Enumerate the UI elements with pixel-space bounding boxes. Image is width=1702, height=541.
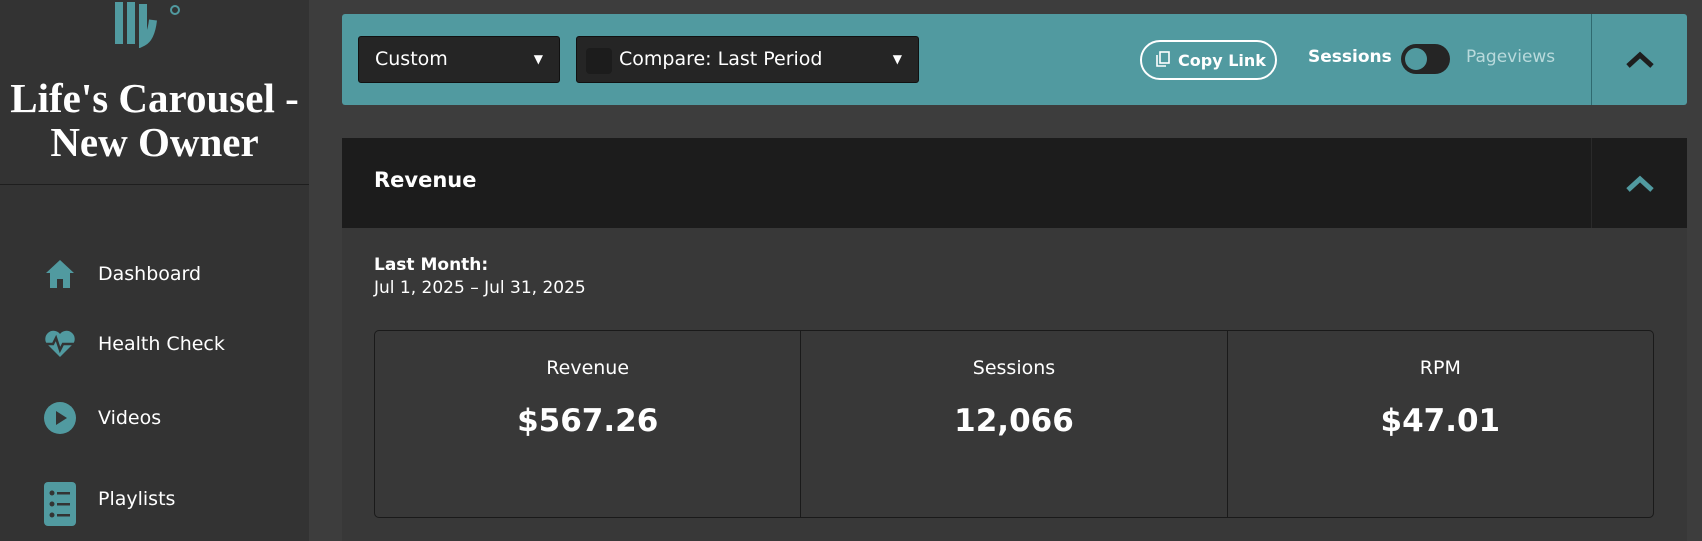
period-dates: Jul 1, 2025 – Jul 31, 2025 [374,278,586,298]
toggle[interactable] [1401,44,1450,74]
metric-value: $47.01 [1380,403,1501,439]
nav-item[interactable]: Playlists [0,474,309,526]
logo[interactable] [115,0,185,48]
section-header: Revenue [342,138,1687,228]
dropdown-label: Custom [375,48,448,70]
metric: Sessions 12,066 [801,331,1228,517]
dropdown-label: Compare: Last Period [619,48,823,70]
icon [44,330,76,357]
icon [46,260,74,288]
nav-label: Health Check [98,333,225,355]
button-label: Copy Link [1178,51,1266,70]
divider [0,184,309,185]
toggle-label: Sessions [1308,47,1392,67]
collapse-button[interactable] [1625,51,1655,69]
period-label: Last Month: [374,255,489,275]
icon [44,482,76,526]
section-body: Last Month: Jul 1, 2025 – Jul 31, 2025 R… [342,228,1687,541]
nav-label: Videos [98,407,162,429]
icon [44,402,76,434]
date-range-dropdown[interactable]: Custom ▼ [358,36,560,83]
toggle-label: Pageviews [1466,47,1556,67]
toggle-knob [1405,48,1427,70]
nav-label: Dashboard [98,263,202,285]
toolbar: Custom ▼ Compare: Last Period ▼ Copy Link … [342,14,1687,105]
metric-label: Sessions [972,357,1056,379]
nav-item[interactable]: Videos [0,393,309,443]
nav-item[interactable]: Health Check [0,319,309,369]
nav-item[interactable]: Dashboard [0,249,309,299]
metric-label: Revenue [546,357,630,379]
metric: RPM $47.01 [1228,331,1653,517]
metric: Revenue $567.26 [375,331,802,517]
collapse-button[interactable] [1625,175,1655,193]
metric-value: 12,066 [954,403,1074,439]
copy-link-button[interactable]: Copy Link [1140,40,1277,80]
sidebar: Life's Carousel - New Owner Dashboard He… [0,0,309,541]
icon [1156,51,1170,67]
metric-label: RPM [1419,357,1461,379]
divider [1591,14,1592,105]
checkbox[interactable] [586,48,612,74]
divider [1591,138,1592,228]
metrics-box: Revenue $567.26 Sessions 12,066 RPM $47.01 [374,330,1654,518]
nav-label: Playlists [98,488,176,510]
compare-dropdown[interactable]: Compare: Last Period ▼ [576,36,919,83]
metric-value: $567.26 [517,403,659,439]
site-title: Life's Carousel - New Owner [10,75,299,165]
section-title: Revenue [374,168,477,192]
